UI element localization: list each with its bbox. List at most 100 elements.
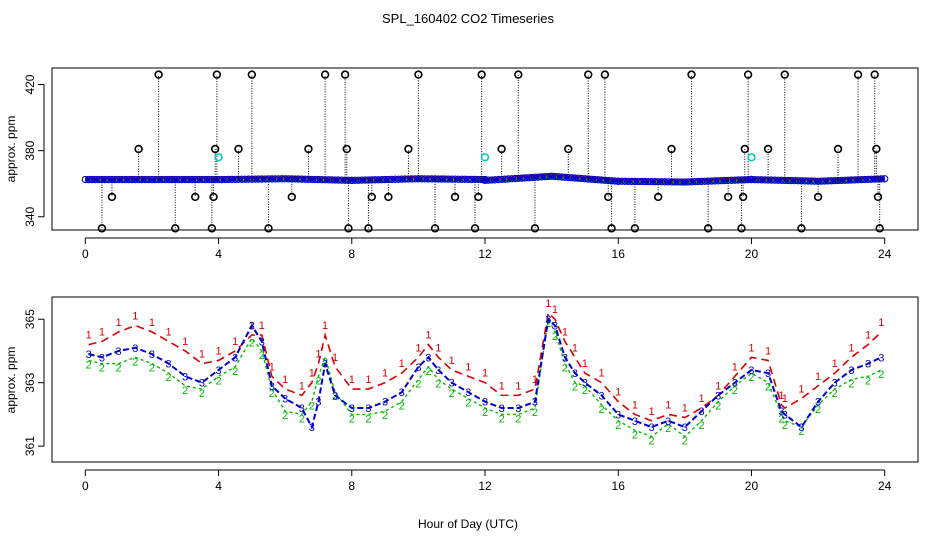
series-3-marker: 3 — [232, 352, 238, 364]
cyan-marker — [480, 153, 490, 162]
spike-point — [743, 70, 753, 79]
spike-point — [564, 144, 573, 154]
series-1-marker: 1 — [732, 361, 738, 373]
spike-point — [872, 144, 881, 154]
series-1-marker: 1 — [99, 326, 105, 338]
series-2-marker: 2 — [425, 366, 431, 378]
series-2-marker: 2 — [765, 382, 771, 394]
series-2-marker: 2 — [798, 426, 804, 438]
series-3-marker: 3 — [465, 387, 471, 399]
cyan-marker — [214, 153, 223, 162]
series-2-marker: 2 — [682, 436, 688, 448]
series-3-marker: 3 — [682, 422, 688, 434]
spike-point — [171, 224, 180, 233]
spike-point — [134, 144, 143, 154]
top-spikes — [97, 70, 884, 233]
series-1-marker: 1 — [778, 390, 784, 402]
series-2-marker: 2 — [399, 401, 405, 413]
series-2-marker: 2 — [365, 413, 371, 425]
series-2-marker: 2 — [815, 404, 821, 416]
series-2-marker: 2 — [116, 363, 122, 375]
series-3-marker: 3 — [132, 343, 138, 355]
series-1-marker: 1 — [499, 380, 505, 392]
spike-point — [107, 192, 117, 202]
series-1-marker: 1 — [259, 320, 265, 332]
series-2-marker: 2 — [782, 420, 788, 432]
top-plot-frame — [51, 67, 919, 231]
series-1-marker: 1 — [299, 380, 305, 392]
spike-point — [450, 192, 460, 202]
series-3-marker: 3 — [365, 403, 371, 415]
spike-point — [813, 192, 823, 202]
series-3-marker: 3 — [199, 378, 205, 390]
series-1-marker: 1 — [572, 342, 578, 354]
spike-point — [763, 144, 773, 154]
series-3-marker: 3 — [572, 368, 578, 380]
series-2-marker: 2 — [748, 372, 754, 384]
spike-point — [737, 224, 746, 233]
top-axes: 0 4 8 12 16 20 24 340 380 420 — [23, 74, 892, 261]
series-1-marker: 1 — [632, 399, 638, 411]
series-1-marker: 1 — [116, 317, 122, 329]
series-1-marker: 1 — [349, 374, 355, 386]
spike-point — [430, 224, 440, 233]
series-2-marker: 2 — [632, 429, 638, 441]
series-3-marker: 3 — [425, 352, 431, 364]
spike-point — [304, 144, 313, 154]
spike-point — [780, 70, 789, 79]
x-tick-label: 4 — [215, 247, 222, 261]
spike-point — [97, 224, 107, 233]
series-2-marker: 2 — [86, 359, 92, 371]
spike-point — [853, 70, 863, 79]
x-tick-label: 0 — [82, 247, 89, 261]
series-3-marker: 3 — [715, 390, 721, 402]
series-1-marker: 1 — [648, 406, 654, 418]
spike-point — [870, 70, 879, 79]
series-1-marker: 1 — [599, 368, 605, 380]
series-1-marker: 1 — [665, 399, 671, 411]
x-tick-label: 12 — [478, 247, 492, 261]
series-2-marker: 2 — [449, 388, 455, 400]
series-2-marker: 2 — [665, 423, 671, 435]
spike-point — [653, 192, 663, 202]
series-3-marker: 3 — [315, 397, 321, 409]
series-2-marker: 2 — [132, 356, 138, 368]
series-1-marker: 1 — [332, 352, 338, 364]
series-2-marker: 2 — [99, 363, 105, 375]
series-1-marker: 1 — [545, 298, 551, 310]
spike-point — [342, 144, 351, 154]
series-3-marker: 3 — [269, 381, 275, 393]
series-2-marker: 2 — [182, 385, 188, 397]
series-3-marker: 3 — [782, 409, 788, 421]
series-3-marker: 3 — [332, 390, 338, 402]
series-3-marker: 3 — [259, 336, 265, 348]
series-3-marker: 3 — [648, 422, 654, 434]
series-1-marker: 1 — [878, 317, 884, 329]
x-tick-label: 16 — [612, 479, 626, 493]
series-1-marker: 1 — [682, 403, 688, 415]
series-3-marker: 3 — [282, 394, 288, 406]
series-1-marker: 1 — [215, 345, 221, 357]
series-2-marker: 2 — [269, 388, 275, 400]
spike-point — [604, 192, 613, 202]
series-1-marker: 1 — [435, 342, 441, 354]
series-1-marker: 1 — [132, 311, 138, 323]
series-3-marker: 3 — [349, 403, 355, 415]
x-tick-label: 8 — [348, 479, 355, 493]
series-1-marker: 1 — [832, 358, 838, 370]
chart-title: SPL_160402 CO2 Timeseries — [382, 11, 554, 26]
series-3-marker: 3 — [732, 378, 738, 390]
series-3-marker: 3 — [499, 403, 505, 415]
series-1-marker: 1 — [482, 368, 488, 380]
series-1-marker: 1 — [182, 336, 188, 348]
series-3-marker: 3 — [515, 403, 521, 415]
series-3-marker: 3 — [86, 349, 92, 361]
series-3-marker: 3 — [249, 321, 255, 333]
series-3-marker: 3 — [878, 352, 884, 364]
series-1-marker: 1 — [798, 384, 804, 396]
y-tick-label: 420 — [23, 74, 37, 94]
series-1-marker: 1 — [449, 355, 455, 367]
series-1-marker: 1 — [382, 368, 388, 380]
